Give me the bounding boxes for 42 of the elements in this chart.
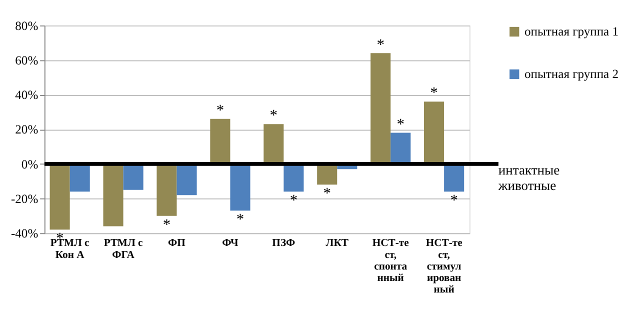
annotation: *: [430, 84, 438, 102]
x-tick-label: ФЧ: [222, 238, 239, 250]
bar: [70, 164, 90, 192]
annotation: *: [376, 36, 384, 54]
y-tick-label: -20%: [10, 192, 39, 206]
legend-label: опытная группа 1: [524, 24, 619, 39]
bar: [444, 164, 464, 192]
annotation: *: [236, 211, 244, 228]
bar: [156, 164, 177, 216]
bar: [50, 164, 70, 230]
y-tick-label: 80%: [15, 18, 39, 33]
ref-line-label: интактные животные: [497, 162, 560, 193]
annotation: *: [323, 185, 331, 202]
bar: [103, 164, 124, 226]
annotation: *: [396, 116, 404, 133]
annotation: *: [216, 102, 224, 120]
y-tick-label: 40%: [15, 88, 39, 102]
bar: [123, 164, 144, 190]
bar: [264, 124, 284, 164]
x-tick-label: РТМЛ с Кон А: [50, 238, 90, 261]
y-tick-label: -40%: [10, 226, 39, 240]
x-tick-label: РТМЛ с ФГА: [104, 238, 143, 261]
bar: [176, 164, 197, 196]
x-tick-label: ПЗФ: [272, 238, 296, 250]
bar: [230, 164, 250, 211]
bar: [210, 118, 230, 164]
bar: [424, 102, 444, 164]
x-tick-label: ФП: [168, 238, 186, 250]
annotation: *: [270, 107, 278, 124]
y-tick-label: 20%: [15, 122, 39, 137]
x-tick-label: НСТ-тест, спонтанный: [372, 238, 410, 284]
y-tick-label: 0%: [21, 157, 39, 172]
annotation: *: [450, 192, 458, 210]
legend-label: опытная группа 2: [524, 67, 619, 82]
bar: [390, 132, 411, 164]
annotation: *: [162, 216, 171, 234]
y-tick-label: 60%: [15, 53, 39, 68]
bar: [370, 53, 391, 164]
x-tick-label: ЛКТ: [326, 238, 348, 250]
bar: [284, 164, 304, 192]
annotation: *: [290, 192, 298, 210]
x-tick-label: НСТ-тест, стимулированный: [426, 238, 463, 296]
